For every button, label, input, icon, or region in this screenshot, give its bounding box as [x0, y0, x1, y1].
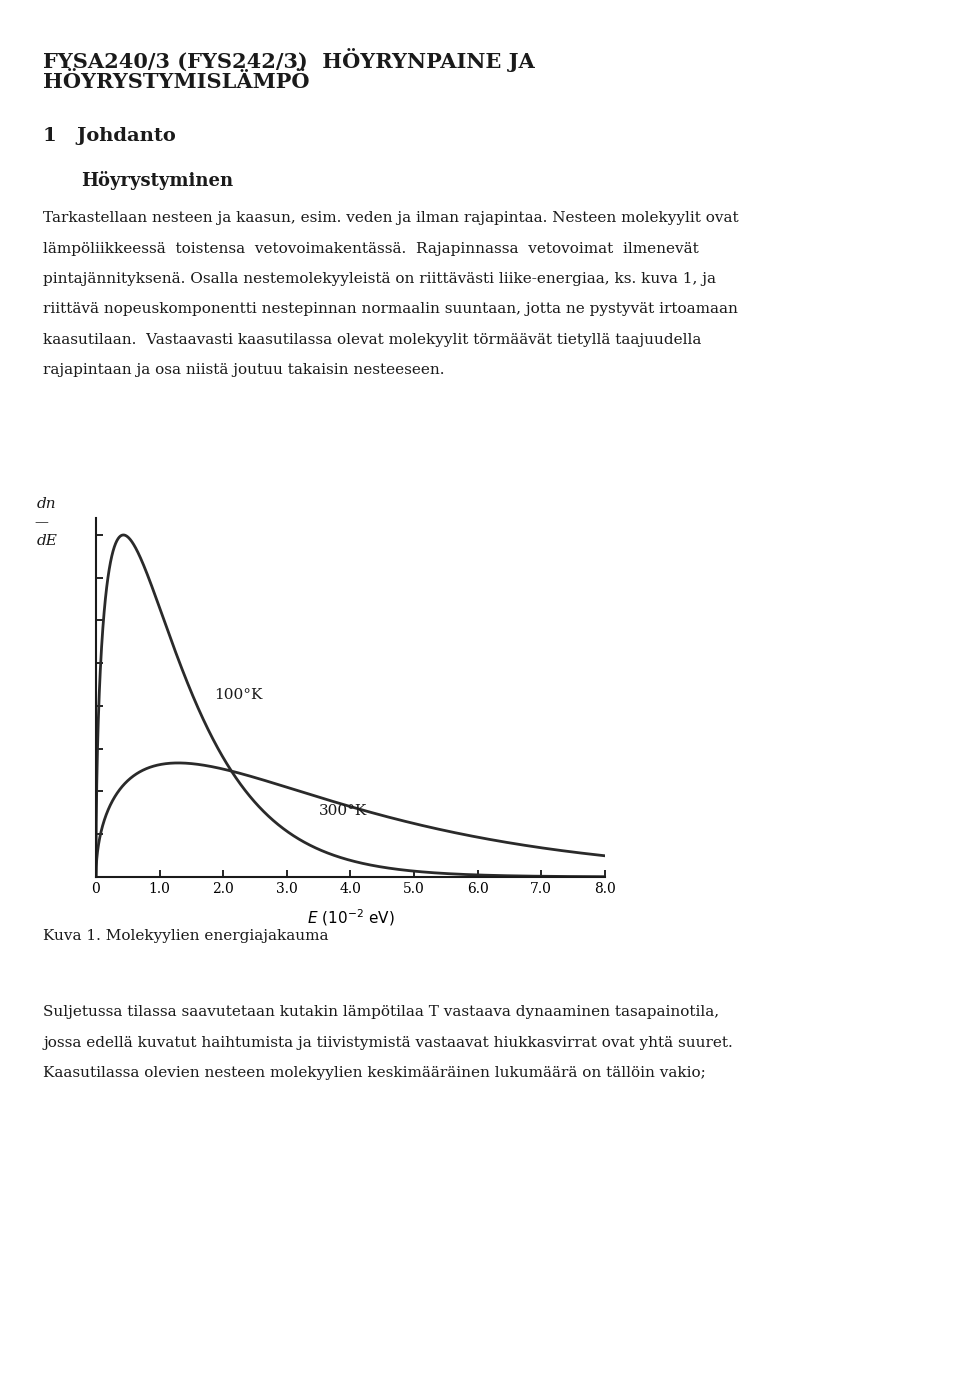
Text: pintajännityksenä. Osalla nestemolekyyleistä on riittävästi liike-energiaa, ks. : pintajännityksenä. Osalla nestemolekyyle… — [43, 272, 716, 286]
Text: dn: dn — [36, 497, 56, 511]
Text: riittävä nopeuskomponentti nestepinnan normaalin suuntaan, jotta ne pystyvät irt: riittävä nopeuskomponentti nestepinnan n… — [43, 302, 738, 316]
Text: 1   Johdanto: 1 Johdanto — [43, 127, 176, 145]
Text: jossa edellä kuvatut haihtumista ja tiivistymistä vastaavat hiukkasvirrat ovat y: jossa edellä kuvatut haihtumista ja tiiv… — [43, 1036, 732, 1050]
Text: Kaasutilassa olevien nesteen molekyylien keskimääräinen lukumäärä on tällöin vak: Kaasutilassa olevien nesteen molekyylien… — [43, 1066, 706, 1080]
Text: rajapintaan ja osa niistä joutuu takaisin nesteeseen.: rajapintaan ja osa niistä joutuu takaisi… — [43, 363, 444, 377]
Text: 300°K: 300°K — [319, 804, 367, 819]
Text: Kuva 1. Molekyylien energiajakauma: Kuva 1. Molekyylien energiajakauma — [43, 929, 328, 943]
X-axis label: $E\ (10^{-2}\ \mathrm{eV})$: $E\ (10^{-2}\ \mathrm{eV})$ — [306, 907, 395, 928]
Text: —: — — [35, 515, 48, 529]
Text: Tarkastellaan nesteen ja kaasun, esim. veden ja ilman rajapintaa. Nesteen moleky: Tarkastellaan nesteen ja kaasun, esim. v… — [43, 211, 739, 225]
Text: lämpöliikkeessä  toistensa  vetovoimakentässä.  Rajapinnassa  vetovoimat  ilmene: lämpöliikkeessä toistensa vetovoimakentä… — [43, 242, 699, 255]
Text: dE: dE — [36, 534, 58, 548]
Text: HÖYRYSTYMISLÄMPÖ: HÖYRYSTYMISLÄMPÖ — [43, 72, 310, 91]
Text: 100°K: 100°K — [214, 688, 262, 702]
Text: Suljetussa tilassa saavutetaan kutakin lämpötilaa T vastaava dynaaminen tasapain: Suljetussa tilassa saavutetaan kutakin l… — [43, 1005, 719, 1019]
Text: Höyrystyminen: Höyrystyminen — [82, 171, 233, 191]
Text: kaasutilaan.  Vastaavasti kaasutilassa olevat molekyylit törmäävät tietyllä taaj: kaasutilaan. Vastaavasti kaasutilassa ol… — [43, 333, 702, 347]
Text: FYSA240/3 (FYS242/3)  HÖYRYNPAINE JA: FYSA240/3 (FYS242/3) HÖYRYNPAINE JA — [43, 48, 535, 72]
